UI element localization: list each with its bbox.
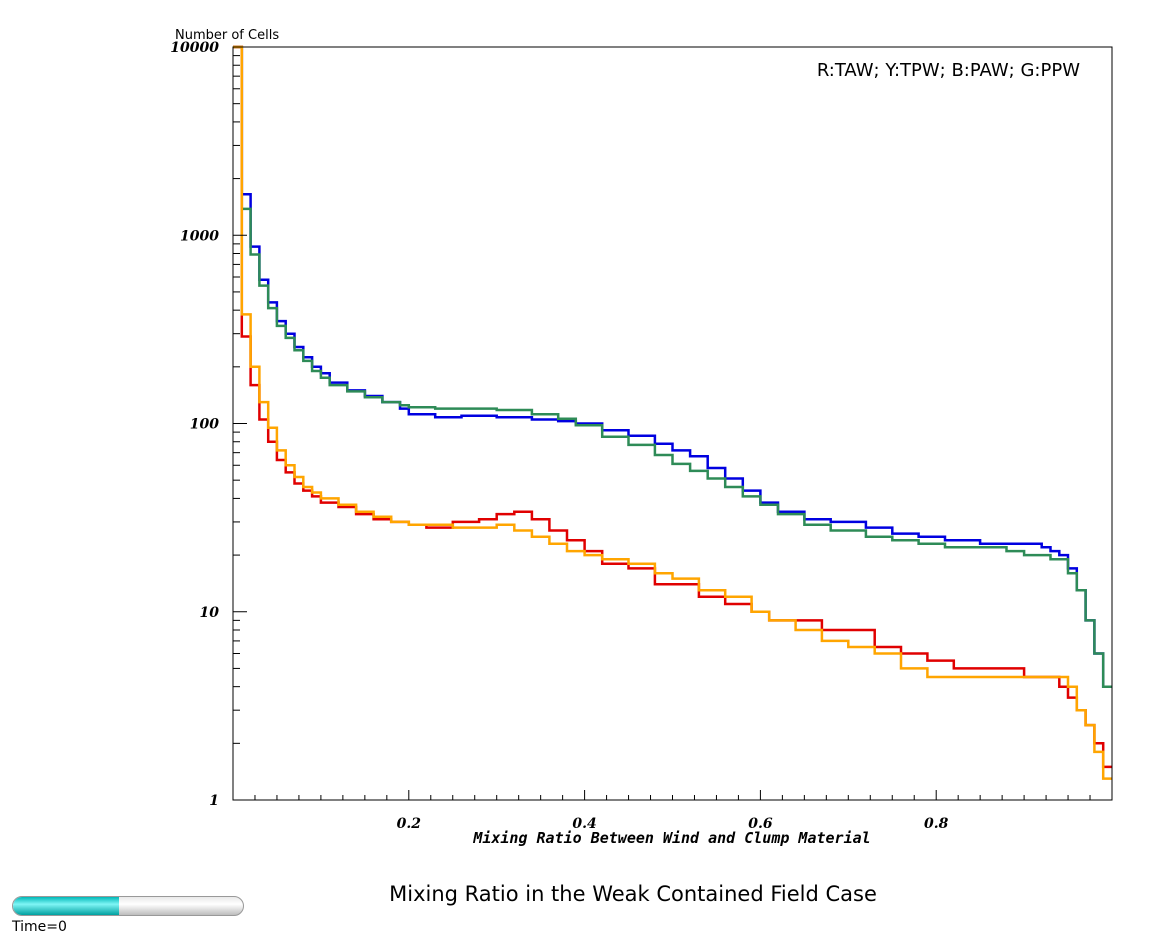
y-tick-label: 1000 [180, 228, 219, 244]
legend-text: R:TAW; Y:TPW; B:PAW; G:PPW [817, 60, 1080, 81]
series-line-ppw [233, 45, 1112, 688]
x-axis-label: Mixing Ratio Between Wind and Clump Mate… [472, 829, 870, 847]
y-tick-label: 1 [209, 793, 219, 809]
plot-frame [232, 46, 1113, 801]
x-tick-label: 0.6 [748, 816, 773, 832]
time-slider-fill [13, 897, 119, 915]
series-line-taw [233, 45, 1112, 769]
ticks-layer: 1 10 100 1000 10000 0.2 0.4 0.6 0.8 [170, 40, 1091, 832]
y-tick-label: 10000 [170, 40, 219, 56]
y-tick-label: 10 [200, 605, 220, 621]
y-tick-label: 100 [190, 417, 219, 433]
series-line-tpw [233, 45, 1112, 780]
x-tick-label: 0.8 [924, 816, 949, 832]
histogram-chart: 1 10 100 1000 10000 0.2 0.4 0.6 0.8 Number of Ce… [170, 28, 1113, 847]
y-axis-label: Number of Cells [175, 28, 279, 43]
chart-title: Mixing Ratio in the Weak Contained Field… [389, 882, 877, 906]
time-slider[interactable] [12, 896, 244, 916]
time-label: Time=0 [12, 919, 67, 935]
x-tick-label: 0.4 [572, 816, 596, 832]
x-tick-label: 0.2 [397, 816, 422, 832]
series-line-paw [233, 45, 1112, 688]
series-layer [233, 45, 1112, 780]
